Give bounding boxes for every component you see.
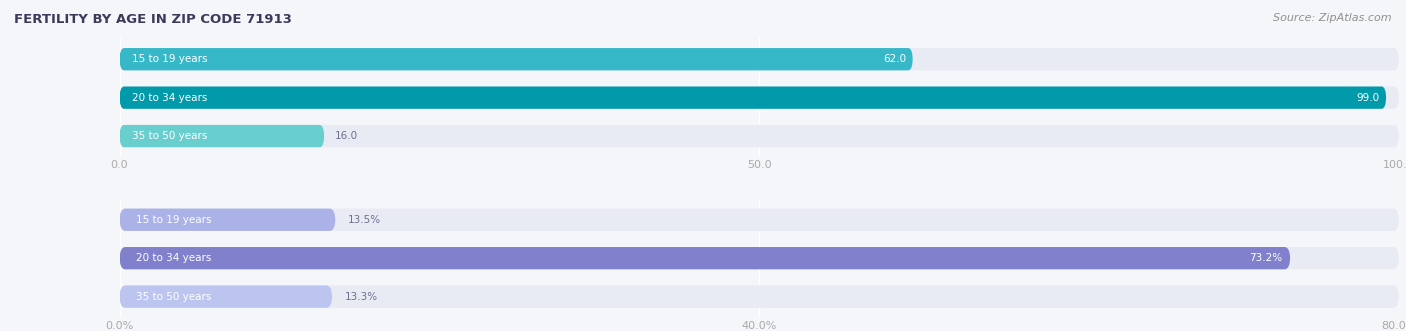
Text: 99.0: 99.0 xyxy=(1357,93,1379,103)
Text: FERTILITY BY AGE IN ZIP CODE 71913: FERTILITY BY AGE IN ZIP CODE 71913 xyxy=(14,13,292,26)
Text: 20 to 34 years: 20 to 34 years xyxy=(135,253,211,263)
Text: 73.2%: 73.2% xyxy=(1249,253,1282,263)
FancyBboxPatch shape xyxy=(120,48,1399,71)
FancyBboxPatch shape xyxy=(120,247,1291,269)
FancyBboxPatch shape xyxy=(120,247,1399,269)
Text: 35 to 50 years: 35 to 50 years xyxy=(132,131,208,141)
Text: 16.0: 16.0 xyxy=(335,131,357,141)
FancyBboxPatch shape xyxy=(120,125,1399,147)
FancyBboxPatch shape xyxy=(120,285,332,308)
Text: 13.5%: 13.5% xyxy=(349,215,381,225)
FancyBboxPatch shape xyxy=(120,125,325,147)
Text: 15 to 19 years: 15 to 19 years xyxy=(135,215,211,225)
FancyBboxPatch shape xyxy=(120,86,1386,109)
Text: 20 to 34 years: 20 to 34 years xyxy=(132,93,208,103)
FancyBboxPatch shape xyxy=(120,209,336,231)
Text: 15 to 19 years: 15 to 19 years xyxy=(132,54,208,64)
FancyBboxPatch shape xyxy=(120,86,1399,109)
FancyBboxPatch shape xyxy=(120,209,1399,231)
Text: 35 to 50 years: 35 to 50 years xyxy=(135,292,211,302)
Text: Source: ZipAtlas.com: Source: ZipAtlas.com xyxy=(1274,13,1392,23)
Text: 13.3%: 13.3% xyxy=(344,292,378,302)
FancyBboxPatch shape xyxy=(120,48,912,71)
FancyBboxPatch shape xyxy=(120,285,1399,308)
Text: 62.0: 62.0 xyxy=(883,54,907,64)
